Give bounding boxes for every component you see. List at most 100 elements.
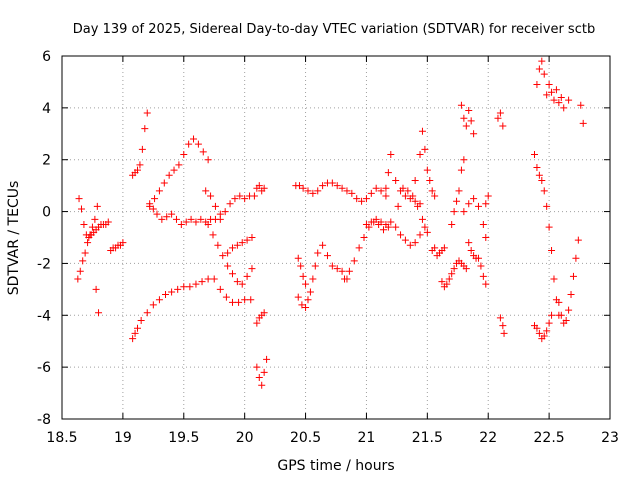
data-point xyxy=(295,182,303,190)
data-point xyxy=(80,221,88,229)
data-point xyxy=(231,195,239,203)
data-point xyxy=(338,184,346,192)
data-point xyxy=(552,86,560,94)
data-point xyxy=(168,210,176,218)
data-point xyxy=(131,329,139,337)
data-point xyxy=(333,182,341,190)
data-point xyxy=(543,202,551,210)
data-point xyxy=(143,109,151,117)
data-point xyxy=(567,291,575,299)
chart-title: Day 139 of 2025, Sidereal Day-to-day VTE… xyxy=(73,22,595,37)
data-point xyxy=(465,200,473,208)
data-point xyxy=(377,218,385,226)
data-point xyxy=(535,329,543,337)
data-point xyxy=(197,215,205,223)
data-point xyxy=(175,161,183,169)
series-sat-s xyxy=(362,215,429,249)
data-point xyxy=(250,192,258,200)
data-point xyxy=(360,234,368,241)
series-sat-p xyxy=(294,241,351,304)
data-point xyxy=(333,265,341,273)
x-tick-label: 20.5 xyxy=(290,430,321,446)
data-point xyxy=(304,187,312,195)
data-point xyxy=(572,254,580,262)
data-point xyxy=(467,246,475,254)
data-point xyxy=(401,236,409,244)
series-sat-f xyxy=(129,275,255,343)
data-point xyxy=(367,218,375,226)
data-point xyxy=(180,283,188,291)
data-point xyxy=(418,215,426,223)
data-point xyxy=(453,197,461,205)
data-point xyxy=(450,208,458,216)
data-point xyxy=(499,322,507,330)
y-tick-label: 0 xyxy=(42,205,51,221)
data-point xyxy=(341,275,349,283)
data-point xyxy=(540,187,548,195)
data-point xyxy=(411,239,419,247)
data-point xyxy=(319,241,327,249)
data-point xyxy=(338,267,346,275)
series-sat-aa xyxy=(460,195,490,241)
data-point xyxy=(328,262,336,270)
data-point xyxy=(177,221,185,229)
data-point xyxy=(416,231,424,239)
data-point xyxy=(224,249,232,257)
data-point xyxy=(263,355,271,363)
data-point xyxy=(219,252,227,260)
data-point xyxy=(134,324,142,332)
series-sat-aj xyxy=(577,101,587,127)
data-point xyxy=(170,166,178,174)
data-point xyxy=(557,311,565,319)
data-point xyxy=(440,244,448,252)
series-sat-k xyxy=(224,234,256,257)
data-point xyxy=(545,223,553,231)
data-point xyxy=(294,254,302,262)
data-point xyxy=(165,171,173,179)
data-point xyxy=(565,306,573,314)
data-point xyxy=(397,231,405,239)
y-tick-label: 2 xyxy=(42,153,51,169)
data-point xyxy=(443,280,451,288)
data-point xyxy=(345,267,353,275)
y-tick-labels: -8 -6 -4 -2 0 2 4 6 xyxy=(37,49,51,428)
data-point xyxy=(401,192,409,200)
data-point xyxy=(243,236,251,244)
data-point xyxy=(76,267,84,275)
data-point xyxy=(210,275,218,283)
data-point xyxy=(314,249,322,257)
data-point xyxy=(470,195,478,203)
data-point xyxy=(136,161,144,169)
data-point xyxy=(416,151,424,159)
data-point xyxy=(214,241,222,249)
data-point xyxy=(207,192,215,200)
data-point xyxy=(151,195,159,203)
data-point xyxy=(224,262,232,270)
data-point xyxy=(93,202,101,210)
data-point xyxy=(460,156,468,164)
data-point xyxy=(538,57,546,65)
data-point xyxy=(185,140,193,148)
data-point xyxy=(382,184,390,192)
data-point xyxy=(431,244,439,252)
data-point xyxy=(577,101,585,109)
x-tick-label: 21 xyxy=(358,430,376,446)
data-point xyxy=(91,215,99,223)
series-sat-b xyxy=(75,195,112,241)
data-point xyxy=(238,239,246,247)
data-point xyxy=(194,140,202,148)
data-point xyxy=(382,192,390,200)
y-tick-label: -4 xyxy=(37,308,51,324)
data-point xyxy=(204,156,212,164)
grid-lines xyxy=(62,56,610,419)
data-point xyxy=(421,223,429,231)
data-point xyxy=(535,171,543,179)
data-point xyxy=(482,234,490,241)
data-point xyxy=(550,96,558,104)
data-point xyxy=(186,283,194,291)
y-tick-label: 4 xyxy=(42,101,51,117)
x-tick-label: 22 xyxy=(479,430,497,446)
data-point xyxy=(392,223,400,231)
data-point xyxy=(535,65,543,73)
data-point xyxy=(350,257,358,265)
